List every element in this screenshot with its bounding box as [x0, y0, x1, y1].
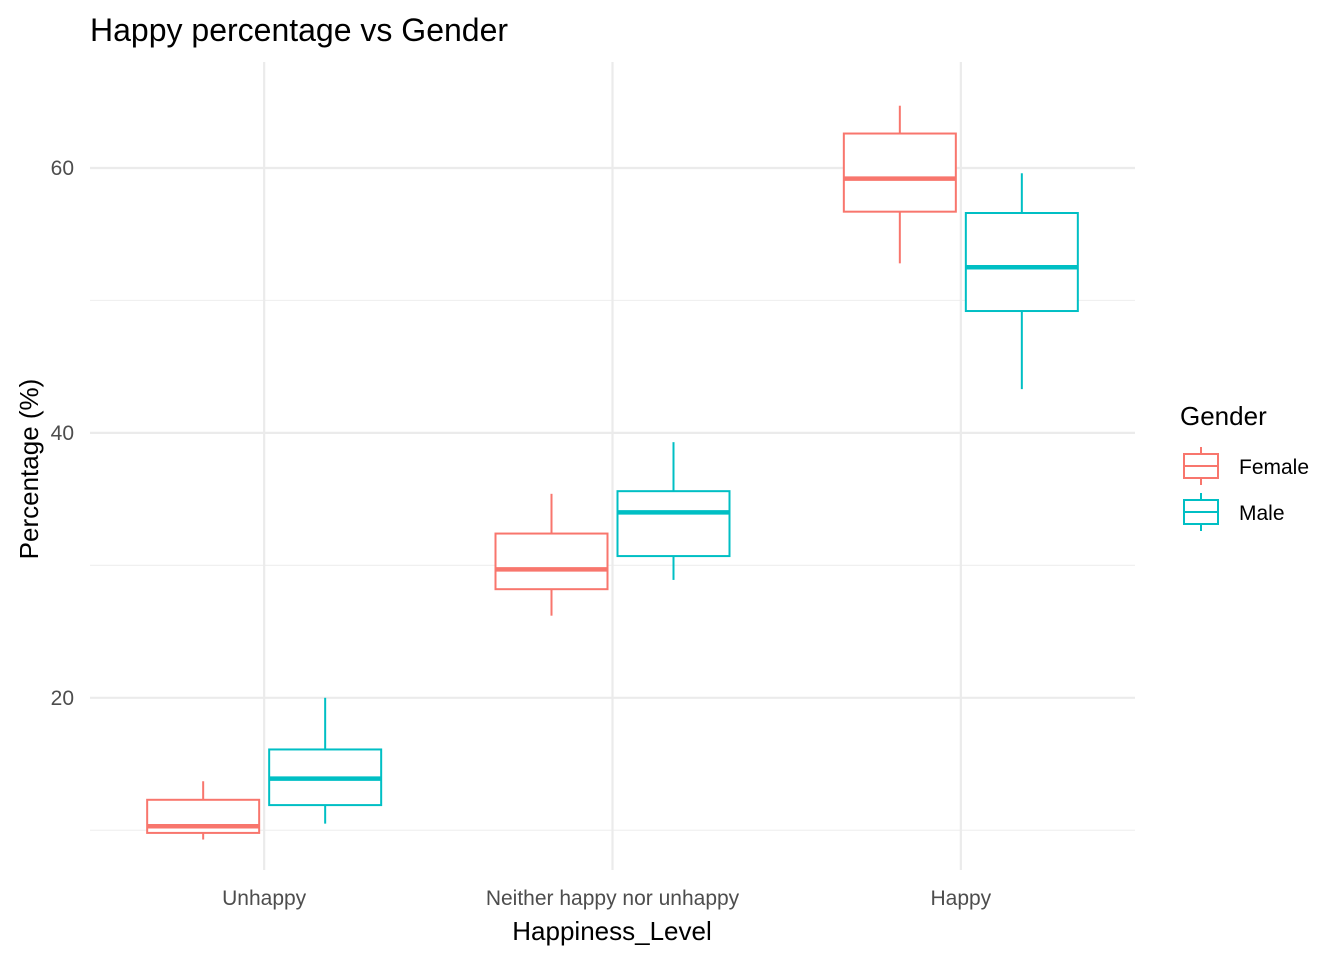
box-iqr	[494, 532, 609, 591]
legend-title: Gender	[1180, 401, 1267, 431]
box-iqr	[964, 212, 1079, 313]
legend: Gender Female Male	[1180, 401, 1309, 531]
y-tick-label: 20	[51, 687, 74, 710]
chart-title: Happy percentage vs Gender	[90, 12, 508, 48]
legend-key-female	[1183, 447, 1219, 485]
box-female	[842, 105, 957, 264]
x-tick-label: Happy	[930, 887, 991, 910]
grid	[90, 62, 1135, 870]
axis-ticks: 20 40 60 Unhappy Neither happy nor unhappy Ha…	[51, 157, 992, 910]
box-female	[146, 781, 261, 840]
y-tick-label: 60	[51, 157, 74, 180]
box-iqr	[842, 132, 957, 213]
legend-label: Male	[1239, 502, 1285, 525]
y-tick-label: 40	[51, 422, 74, 445]
box-male	[964, 173, 1079, 390]
box-female	[494, 493, 609, 616]
legend-key-male	[1183, 493, 1219, 531]
box-male	[268, 697, 383, 824]
x-tick-label: Neither happy nor unhappy	[486, 887, 740, 910]
legend-label: Female	[1239, 456, 1309, 479]
x-axis-title: Happiness_Level	[512, 916, 711, 946]
box-iqr	[616, 490, 731, 558]
box-series	[146, 105, 1079, 840]
box-male	[616, 442, 731, 580]
x-tick-label: Unhappy	[222, 887, 307, 910]
y-axis-title: Percentage (%)	[14, 379, 44, 560]
